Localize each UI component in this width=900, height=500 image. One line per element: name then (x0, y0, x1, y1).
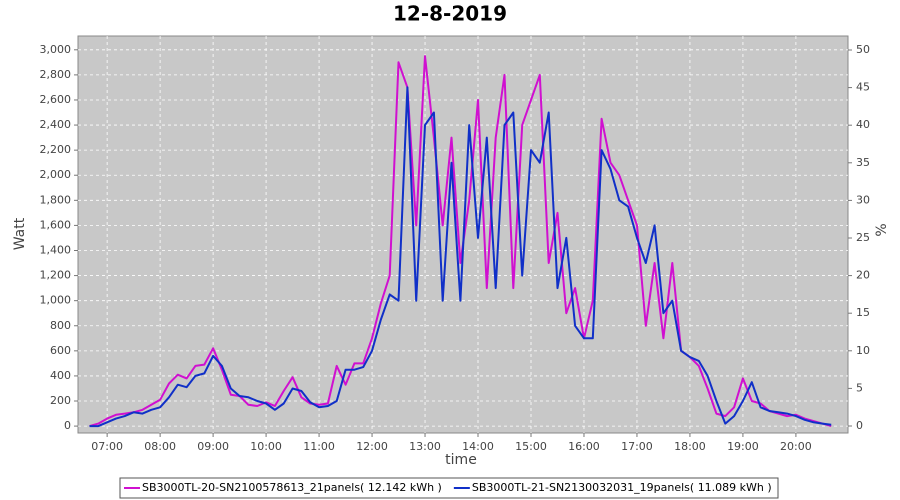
x-tick-label: 13:00 (409, 440, 441, 453)
x-tick-label: 12:00 (356, 440, 388, 453)
y-tick-label: 2,400 (40, 118, 72, 131)
y-tick-label: 2,200 (40, 143, 72, 156)
y-tick-label: 2,800 (40, 68, 72, 81)
y2-tick-label: 15 (856, 306, 870, 319)
y2-tick-label: 35 (856, 156, 870, 169)
legend-label: SB3000TL-21-SN2130032031_19panels( 11.08… (472, 481, 772, 494)
x-axis-label: time (445, 452, 477, 468)
x-tick-label: 11:00 (303, 440, 335, 453)
y-tick-label: 1,800 (40, 193, 72, 206)
y-tick-label: 3,000 (40, 43, 72, 56)
y2-tick-label: 20 (856, 269, 870, 282)
y-tick-label: 1,000 (40, 294, 72, 307)
y-tick-label: 1,200 (40, 269, 72, 282)
y-tick-label: 2,600 (40, 93, 72, 106)
x-tick-label: 10:00 (250, 440, 282, 453)
x-tick-label: 15:00 (515, 440, 547, 453)
y-tick-label: 600 (50, 344, 71, 357)
y2-tick-label: 45 (856, 81, 870, 94)
x-tick-label: 19:00 (727, 440, 759, 453)
x-tick-label: 14:00 (462, 440, 494, 453)
y-tick-label: 1,400 (40, 243, 72, 256)
y2-tick-label: 0 (856, 419, 863, 432)
y2-tick-label: 5 (856, 381, 863, 394)
y2-tick-label: 10 (856, 344, 870, 357)
y2-axis-label: % (874, 223, 890, 236)
x-tick-label: 20:00 (780, 440, 812, 453)
y2-tick-label: 25 (856, 231, 870, 244)
y-tick-label: 800 (50, 319, 71, 332)
chart-title: 12-8-2019 (393, 2, 507, 26)
y2-tick-label: 30 (856, 193, 870, 206)
y2-tick-label: 40 (856, 118, 870, 131)
legend (119, 477, 779, 499)
legend-label: SB3000TL-20-SN2100578613_21panels( 12.14… (142, 481, 442, 494)
series-line (89, 86, 832, 428)
y-tick-label: 1,600 (40, 218, 72, 231)
x-tick-label: 08:00 (144, 440, 176, 453)
x-tick-label: 18:00 (674, 440, 706, 453)
x-tick-label: 07:00 (91, 440, 123, 453)
series-line (89, 55, 832, 428)
y-tick-label: 400 (50, 369, 71, 382)
y-tick-label: 200 (50, 394, 71, 407)
y2-tick-label: 50 (856, 43, 870, 56)
x-tick-label: 17:00 (621, 440, 653, 453)
y-tick-label: 2,000 (40, 168, 72, 181)
x-tick-label: 09:00 (197, 440, 229, 453)
y-tick-label: 0 (64, 419, 71, 432)
y-axis-label: Watt (12, 217, 28, 250)
x-tick-label: 16:00 (568, 440, 600, 453)
